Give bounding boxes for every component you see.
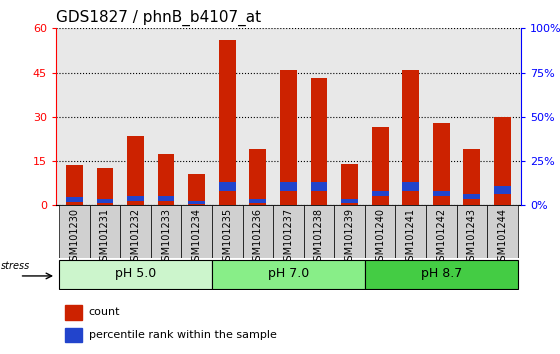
Bar [127,196,144,201]
Bar [151,205,181,258]
Text: GSM101235: GSM101235 [222,208,232,267]
Text: pH 5.0: pH 5.0 [115,267,156,280]
Bar [304,205,334,258]
Bar [311,182,328,190]
Bar [249,149,266,205]
Bar [242,205,273,258]
Bar [402,70,419,205]
Bar [372,190,389,196]
Bar [212,205,242,258]
Bar [59,205,90,258]
Text: GSM101234: GSM101234 [192,208,202,267]
Bar [487,205,518,258]
Bar [127,136,144,205]
Bar [96,199,113,203]
Bar [280,70,297,205]
Text: GSM101233: GSM101233 [161,208,171,267]
Text: GSM101244: GSM101244 [497,208,507,267]
Text: count: count [88,307,120,317]
Bar [433,190,450,196]
Bar [212,260,365,289]
Bar [90,205,120,258]
Bar [433,123,450,205]
Bar [464,149,480,205]
Text: GSM101240: GSM101240 [375,208,385,267]
Bar [188,201,205,205]
Bar [96,169,113,205]
Text: GSM101243: GSM101243 [467,208,477,267]
Bar [66,198,83,202]
Text: GSM101232: GSM101232 [130,208,141,267]
Text: GSM101230: GSM101230 [69,208,80,267]
Bar [120,205,151,258]
Bar [219,182,236,190]
Text: stress: stress [1,261,30,272]
Bar [395,205,426,258]
Bar [365,260,518,289]
Text: GDS1827 / phnB_b4107_at: GDS1827 / phnB_b4107_at [56,9,261,25]
Bar [365,205,395,258]
Text: GSM101236: GSM101236 [253,208,263,267]
Text: pH 8.7: pH 8.7 [421,267,462,280]
Text: GSM101239: GSM101239 [344,208,354,267]
Bar [66,166,83,205]
Text: pH 7.0: pH 7.0 [268,267,309,280]
Bar [66,305,82,320]
Text: percentile rank within the sample: percentile rank within the sample [88,330,277,340]
Bar [494,186,511,194]
Bar [59,260,212,289]
Bar [341,164,358,205]
Bar [494,117,511,205]
Bar [273,205,304,258]
Bar [158,196,175,201]
Text: GSM101231: GSM101231 [100,208,110,267]
Bar [280,182,297,190]
Bar [341,199,358,203]
Bar [66,328,82,343]
Text: GSM101237: GSM101237 [283,208,293,267]
Bar [372,127,389,205]
Bar [426,205,456,258]
Bar [181,205,212,258]
Text: GSM101242: GSM101242 [436,208,446,267]
Bar [402,182,419,190]
Text: GSM101241: GSM101241 [405,208,416,267]
Bar [249,199,266,203]
Bar [464,194,480,199]
Bar [158,154,175,205]
Bar [334,205,365,258]
Bar [456,205,487,258]
Bar [311,79,328,205]
Bar [188,175,205,205]
Bar [219,40,236,205]
Text: GSM101238: GSM101238 [314,208,324,267]
